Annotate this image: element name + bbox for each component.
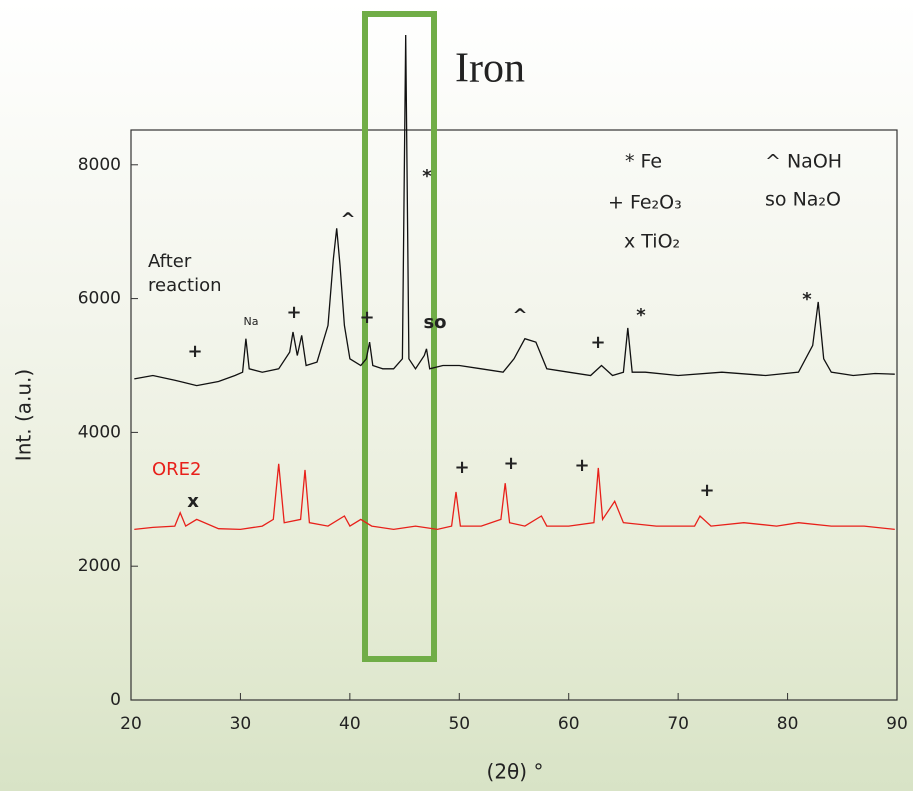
legend-entry: ^ NaOH bbox=[765, 151, 842, 173]
peak-annotation: + bbox=[187, 341, 202, 362]
x-tick-label: 50 bbox=[448, 714, 470, 734]
legend-entry: + Fe₂O₃ bbox=[608, 192, 682, 214]
peak-annotation: so bbox=[423, 312, 446, 333]
legend-entry: so Na₂O bbox=[765, 189, 841, 211]
x-tick-label: 80 bbox=[777, 714, 799, 734]
peak-annotation: x bbox=[187, 491, 199, 512]
x-axis-label: (2θ) ° bbox=[487, 760, 544, 784]
legend-entry: x TiO₂ bbox=[624, 231, 680, 253]
peak-annotation: + bbox=[699, 480, 714, 501]
peak-annotation: Na bbox=[244, 315, 259, 328]
peak-annotation: + bbox=[574, 455, 589, 476]
peak-annotation: + bbox=[503, 453, 518, 474]
peak-annotation: + bbox=[286, 302, 301, 323]
y-tick-label: 4000 bbox=[78, 422, 121, 442]
peak-annotation: ^ bbox=[340, 209, 355, 230]
peak-annotation: + bbox=[454, 457, 469, 478]
peak-annotation: + bbox=[590, 332, 605, 353]
x-tick-label: 40 bbox=[339, 714, 361, 734]
peak-annotation: * bbox=[802, 289, 812, 310]
peak-annotation: * bbox=[636, 305, 646, 326]
plot-frame bbox=[130, 129, 898, 701]
highlight-label: Iron bbox=[455, 46, 525, 92]
y-tick-label: 2000 bbox=[78, 556, 121, 576]
series-line bbox=[134, 463, 895, 531]
series-line bbox=[134, 34, 895, 387]
series-label: ORE2 bbox=[152, 459, 202, 480]
peak-annotation: ^ bbox=[512, 305, 527, 326]
x-tick-label: 90 bbox=[886, 714, 908, 734]
highlight-box bbox=[362, 11, 437, 662]
x-tick-label: 30 bbox=[230, 714, 252, 734]
x-tick-label: 70 bbox=[667, 714, 689, 734]
y-axis-label: Int. (a.u.) bbox=[12, 369, 36, 461]
y-tick-label: 6000 bbox=[78, 289, 121, 309]
legend-entry: * Fe bbox=[625, 151, 662, 173]
series-label: After reaction bbox=[148, 251, 222, 296]
y-tick-label: 8000 bbox=[78, 155, 121, 175]
x-tick-label: 20 bbox=[120, 714, 142, 734]
y-tick-label: 0 bbox=[110, 690, 121, 710]
peak-annotation: + bbox=[359, 307, 374, 328]
x-tick-label: 60 bbox=[558, 714, 580, 734]
peak-annotation: * bbox=[422, 166, 432, 187]
